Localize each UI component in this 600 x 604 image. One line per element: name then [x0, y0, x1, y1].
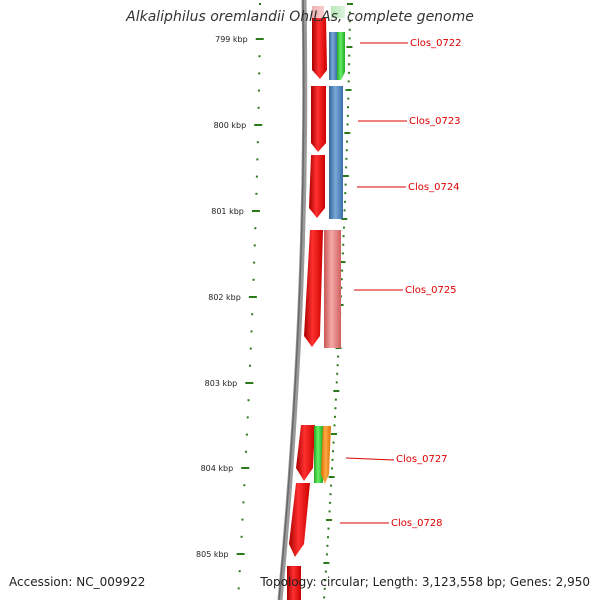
- ruler-tick-label: 803 kbp: [205, 379, 238, 388]
- gene-fragment-top: [312, 6, 324, 18]
- gene-labels: Clos_0722 Clos_0723 Clos_0724 Clos_0725 Clos…: [340, 38, 462, 529]
- topology-text: Topology: circular; Length: 3,123,558 bp…: [260, 575, 590, 589]
- gene-arrow-clos-0724[interactable]: [309, 155, 325, 218]
- ruler-tick-label: 800 kbp: [214, 121, 247, 130]
- gene-fragment-top: [331, 6, 345, 18]
- gene-arrow-clos-0723[interactable]: [311, 86, 326, 152]
- gene-label-clos-0723[interactable]: Clos_0723: [409, 116, 461, 127]
- ruler-tick-label: 804 kbp: [201, 464, 234, 473]
- ruler-tick-label: 801 kbp: [211, 207, 244, 216]
- map-title: Alkaliphilus oremlandii OhILAs, complete…: [126, 9, 474, 25]
- gene-arrow-clos-0725[interactable]: [304, 230, 323, 347]
- ruler: 799 kbp 800 kbp 801 kbp 802 kbp 803 kbp 804 k…: [196, 3, 264, 590]
- genome-backbone-shade: [278, 0, 305, 601]
- gene-label-clos-0728[interactable]: Clos_0728: [391, 518, 443, 529]
- accession-text: Accession: NC_009922: [9, 575, 146, 589]
- ruler-tick-label: 802 kbp: [208, 293, 241, 302]
- ortholog-green-0727: [314, 426, 323, 483]
- ortholog-blue-0723-0724: [329, 86, 343, 219]
- gene-label-leader: [345, 457, 395, 461]
- gene-label-clos-0724[interactable]: Clos_0724: [408, 182, 460, 193]
- gene-label-clos-0725[interactable]: Clos_0725: [405, 285, 457, 296]
- gene-arrow-clos-0722[interactable]: [312, 18, 327, 79]
- ruler-tick-label: 799 kbp: [215, 35, 248, 44]
- gene-label-clos-0722[interactable]: Clos_0722: [410, 38, 462, 49]
- ortholog-pink-0725: [324, 230, 341, 348]
- gene-arrow-clos-0728[interactable]: [289, 483, 310, 557]
- gene-arrow-clos-0727[interactable]: [296, 425, 315, 481]
- ortholog-green-0722: [337, 32, 345, 80]
- ruler-tick-label: 805 kbp: [196, 550, 229, 559]
- gene-arrow-next[interactable]: [287, 566, 301, 600]
- ortholog-blue-0722: [329, 32, 337, 80]
- gene-label-clos-0727[interactable]: Clos_0727: [396, 454, 448, 465]
- genome-backbone: [277, 0, 308, 601]
- ortholog-orange-0727: [321, 426, 331, 484]
